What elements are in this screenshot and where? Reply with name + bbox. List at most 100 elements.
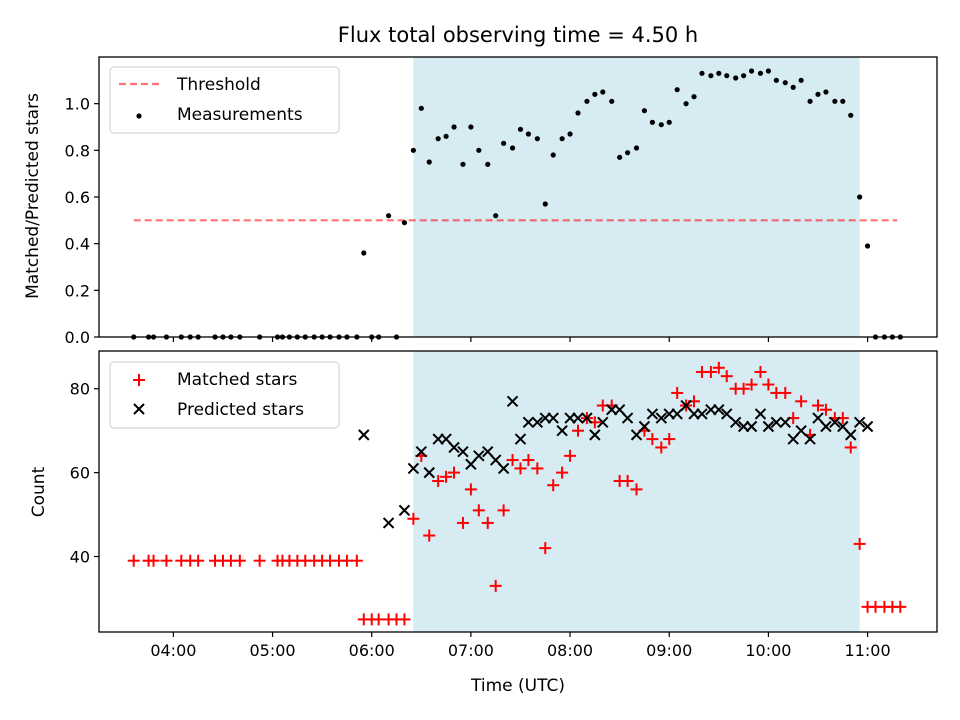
legend-label-matched: Matched stars <box>177 370 297 390</box>
measurement-point <box>683 101 689 107</box>
predicted-star-point <box>358 429 370 441</box>
predicted-legend-swatch <box>133 403 145 415</box>
measurement-point <box>592 91 598 97</box>
matched-star-point <box>894 600 907 613</box>
legend-label-threshold: Threshold <box>176 75 261 95</box>
measurement-point <box>823 89 829 95</box>
matched-star-point <box>423 529 436 542</box>
predicted-star-point <box>795 424 807 437</box>
measurement-point <box>476 147 482 153</box>
x-tick-label: 08:00 <box>547 641 593 660</box>
matched-star-point <box>564 449 577 462</box>
matched-star-point <box>531 462 544 475</box>
measurement-point <box>401 220 408 226</box>
measurements-legend-swatch <box>136 113 142 119</box>
measurement-point <box>649 119 655 125</box>
measurement-point <box>443 133 449 139</box>
legend-label-measurements: Measurements <box>177 105 303 125</box>
predicted-star-point <box>581 412 593 424</box>
measurement-point <box>501 140 507 146</box>
matched-star-point <box>671 386 684 399</box>
measurement-point <box>509 145 516 151</box>
predicted-star-point <box>829 416 841 429</box>
measurement-point <box>460 161 466 167</box>
measurement-point <box>699 70 705 76</box>
chart-title: Flux total observing time = 4.50 h <box>338 23 698 47</box>
x-axis-ticks <box>172 337 869 342</box>
x-tick-label: 07:00 <box>448 641 494 660</box>
measurement-point <box>468 124 474 130</box>
measurement-point <box>426 159 432 165</box>
measurement-point <box>418 105 424 111</box>
y-axis-ticks: 0.0 0.2 0.4 0.6 0.8 1.0 <box>65 95 99 347</box>
measurement-point <box>790 84 796 90</box>
x-axis-label: Time (UTC) <box>470 676 565 696</box>
predicted-star-point <box>407 462 420 475</box>
predicted-star-point <box>804 433 816 445</box>
predicted-star-point <box>696 408 708 420</box>
predicted-star-point <box>853 416 866 429</box>
measurement-point <box>708 73 714 79</box>
measurement-point <box>757 70 764 76</box>
measurement-point <box>840 98 846 104</box>
matched-star-point <box>720 370 733 383</box>
matched-star-point <box>762 378 775 391</box>
matched-star-point <box>853 537 866 550</box>
measurement-point <box>658 122 664 128</box>
x-tick-label: 09:00 <box>646 641 692 660</box>
y-axis-ticks: 40 60 80 <box>70 380 99 567</box>
matched-star-point <box>539 542 552 555</box>
matched-star-point <box>514 462 527 475</box>
measurement-point <box>815 91 821 97</box>
predicted-star-point <box>770 416 783 429</box>
matched-star-point <box>350 554 363 567</box>
y-tick-label: 80 <box>70 380 90 399</box>
predicted-star-point <box>457 445 469 458</box>
measurement-point <box>748 68 755 74</box>
matched-star-point <box>663 433 676 446</box>
measurement-point <box>517 126 524 132</box>
measurement-point <box>485 161 491 167</box>
predicted-star-point <box>861 420 874 433</box>
matched-stars-series <box>127 361 907 626</box>
matched-legend-swatch <box>133 374 145 386</box>
measurement-point <box>641 108 648 114</box>
predicted-star-point <box>621 412 634 424</box>
matched-star-point <box>522 454 535 467</box>
y-tick-label: 0.2 <box>65 281 90 300</box>
measurement-point <box>550 152 556 158</box>
matched-star-point <box>233 554 246 567</box>
legend: Threshold Measurements <box>109 66 340 134</box>
matched-star-point <box>779 386 792 399</box>
measurement-point <box>600 89 606 95</box>
matched-star-point <box>448 466 461 479</box>
measurement-points <box>131 68 903 340</box>
matched-star-point <box>754 365 767 378</box>
predicted-star-point <box>845 429 857 441</box>
panel-count: 40 60 80 04:00 05:00 06:00 07:00 08:00 09:00 10:… <box>29 350 938 696</box>
y-tick-label: 0.6 <box>65 188 90 207</box>
matched-star-point <box>160 554 173 567</box>
measurement-point <box>798 77 804 83</box>
predicted-star-point <box>497 462 510 475</box>
x-axis-ticks: 04:00 05:00 06:00 07:00 08:00 09:00 10:00 11:00 <box>150 632 891 660</box>
measurement-point <box>782 80 788 86</box>
measurement-point <box>493 213 499 219</box>
matched-star-point <box>407 512 420 525</box>
matched-star-point <box>844 441 857 454</box>
measurement-point <box>691 94 697 100</box>
matched-star-point <box>704 365 717 378</box>
matched-star-point <box>745 378 758 391</box>
x-tick-label: 11:00 <box>845 641 891 660</box>
matched-star-point <box>472 504 485 517</box>
matched-star-point <box>630 483 643 496</box>
measurement-point <box>567 131 573 137</box>
predicted-star-point <box>745 420 758 433</box>
predicted-star-point <box>506 395 519 408</box>
matched-star-point <box>253 554 266 567</box>
y-tick-label: 0.8 <box>65 141 90 160</box>
matched-star-point <box>819 403 832 416</box>
legend-box <box>109 361 340 429</box>
measurement-point <box>674 87 680 93</box>
